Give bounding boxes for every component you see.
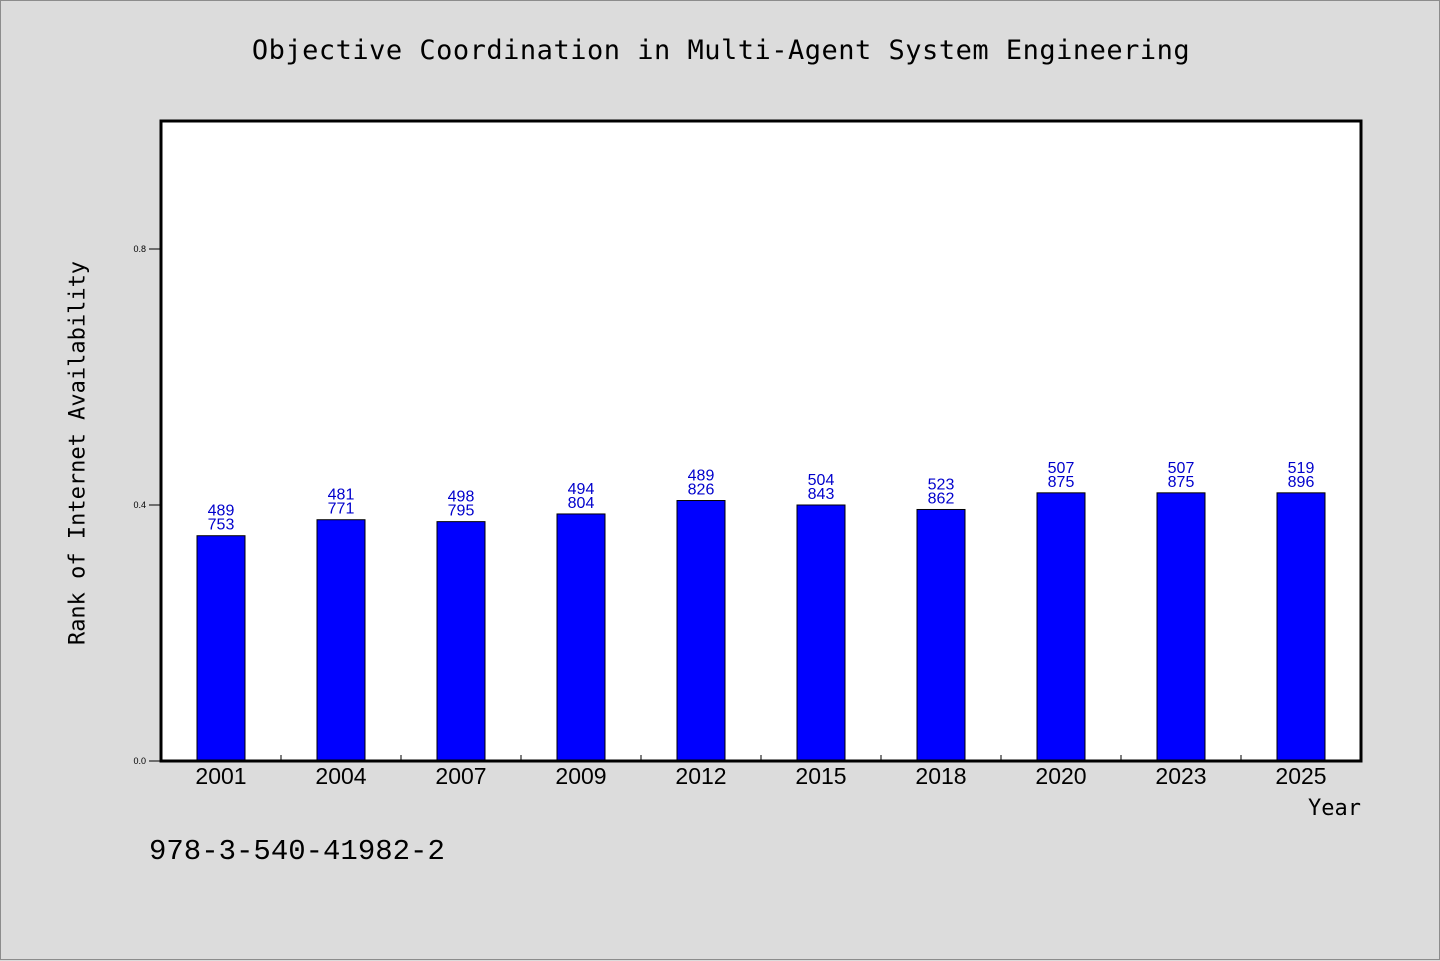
data-label-bottom: 753 [208,517,235,534]
y-tick-label: 0.4 [133,500,146,510]
y-tick-label: 0.0 [133,756,146,766]
data-label-bottom: 862 [928,490,955,507]
data-label-bottom: 843 [808,486,835,503]
x-tick-label: 2020 [1035,763,1086,789]
footer-code: 978-3-540-41982-2 [149,835,445,868]
bar [556,513,606,762]
data-label-top: 507 [1168,460,1195,477]
x-tick-label: 2025 [1275,763,1326,789]
bar [676,500,726,762]
data-label-bottom: 795 [448,503,475,520]
bar [796,504,846,762]
plot-frame [159,119,1363,763]
data-label-top: 489 [208,503,235,520]
x-tick-label: 2023 [1155,763,1206,789]
bar [1036,492,1086,762]
data-label-top: 504 [808,472,835,489]
chart-title: Objective Coordination in Multi-Agent Sy… [251,35,1191,66]
bar [436,521,486,762]
data-label-top: 489 [688,468,715,485]
x-tick-label: 2015 [795,763,846,789]
x-tick-label: 2009 [555,763,606,789]
data-label-top: 498 [448,489,475,506]
x-tick-label: 2004 [315,763,366,789]
data-label-top: 481 [328,487,355,504]
bar [916,508,966,762]
x-tick-label: 2012 [675,763,726,789]
bar [1156,492,1206,762]
x-tick-label: 2001 [195,763,246,789]
data-label-top: 507 [1048,460,1075,477]
data-label-bottom: 875 [1168,474,1195,491]
y-tick-label: 0.8 [133,244,146,254]
bar [316,519,366,762]
x-tick-label: 2018 [915,763,966,789]
data-label-bottom: 804 [568,495,595,512]
bar [1276,492,1326,762]
data-label-top: 523 [928,476,955,493]
data-label-bottom: 875 [1048,474,1075,491]
data-label-bottom: 771 [328,501,355,518]
data-label-bottom: 826 [688,482,715,499]
data-label-top: 494 [568,481,595,498]
bar [196,535,246,762]
data-label-top: 519 [1288,460,1315,477]
data-label-bottom: 896 [1288,474,1315,491]
x-tick-label: 2007 [435,763,486,789]
x-axis-label: Year [1308,796,1361,821]
